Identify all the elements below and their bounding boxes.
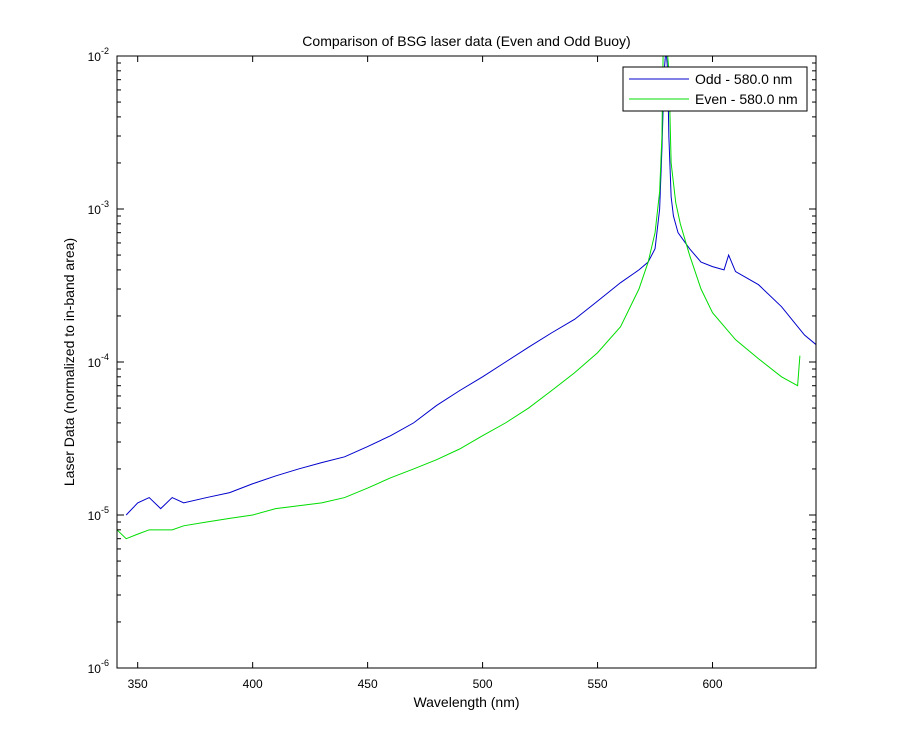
x-axis-title: Wavelength (nm) bbox=[413, 694, 519, 710]
chart-title: Comparison of BSG laser data (Even and O… bbox=[302, 33, 630, 49]
legend: Odd - 580.0 nm Even - 580.0 nm bbox=[622, 66, 808, 112]
y-tick-label: 10-2 bbox=[88, 46, 109, 64]
y-tick-label: 10-5 bbox=[88, 505, 109, 523]
x-tick-label: 500 bbox=[473, 677, 493, 691]
axes: 350 400 450 500 550 600 10-6 10-5 10-4 10-3 10-2 bbox=[88, 46, 817, 691]
x-tick-label: 350 bbox=[128, 677, 148, 691]
x-tick-label: 600 bbox=[703, 677, 723, 691]
legend-label: Even - 580.0 nm bbox=[695, 91, 798, 107]
y-axis-title: Laser Data (normalized to in-band area) bbox=[61, 238, 77, 486]
y-tick-label: 10-3 bbox=[88, 199, 109, 217]
legend-label: Odd - 580.0 nm bbox=[695, 71, 792, 87]
x-tick-label: 550 bbox=[588, 677, 608, 691]
series-line-odd bbox=[125, 56, 816, 516]
legend-box bbox=[622, 66, 808, 112]
x-tick-label: 450 bbox=[358, 677, 378, 691]
series-line-even bbox=[117, 56, 801, 540]
y-tick-label: 10-4 bbox=[88, 352, 109, 370]
y-tick-label: 10-6 bbox=[88, 658, 109, 676]
plot-area bbox=[117, 56, 816, 540]
plot-frame bbox=[116, 55, 817, 669]
x-tick-label: 400 bbox=[243, 677, 263, 691]
